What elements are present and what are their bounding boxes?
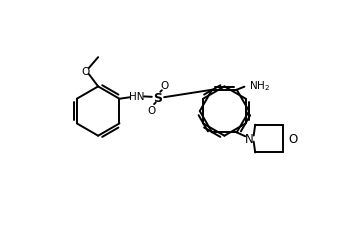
Text: NH$_2$: NH$_2$ <box>249 79 270 93</box>
Text: N: N <box>245 133 253 146</box>
Text: O: O <box>288 133 298 146</box>
Text: S: S <box>153 91 163 104</box>
Text: HN: HN <box>129 91 144 101</box>
Text: O: O <box>82 67 90 77</box>
Text: O: O <box>160 81 168 91</box>
Text: O: O <box>148 105 156 115</box>
